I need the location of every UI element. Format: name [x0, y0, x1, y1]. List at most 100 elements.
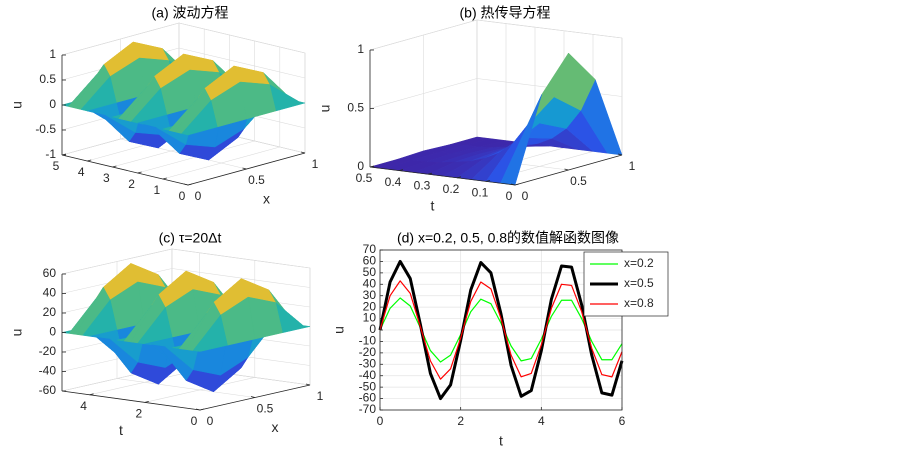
z-tick-label: -20: [39, 344, 57, 358]
z-axis-label: u: [9, 101, 25, 109]
y-tick-label: 0.2: [443, 182, 460, 196]
surface-patch: [192, 314, 228, 352]
y-tick-label: 20: [363, 299, 377, 313]
axis-line: [61, 390, 201, 411]
z-tick-label: 20: [43, 305, 57, 319]
y-tick-label: 4: [78, 165, 85, 179]
tick-mark: [398, 169, 404, 171]
x-tick-label: 0: [377, 414, 384, 428]
grid-line: [171, 268, 311, 288]
x-tick-label: 0.5: [248, 173, 265, 187]
tick-mark: [300, 151, 306, 154]
y-tick-label: 0.5: [356, 171, 373, 185]
z-tick-label: -0.5: [35, 122, 56, 136]
tick-mark: [456, 176, 462, 179]
grid-line: [144, 377, 255, 403]
x-tick-label: 0: [207, 414, 214, 428]
x-tick-label: 0.5: [257, 402, 274, 416]
tick-mark: [61, 153, 67, 156]
x-tick-label: 0.5: [570, 174, 587, 188]
tick-mark: [162, 177, 167, 180]
y-tick-label: 1: [153, 183, 160, 197]
y-tick-label: -30: [359, 356, 377, 370]
tick-mark: [485, 180, 491, 182]
x-tick-label: 6: [619, 414, 626, 428]
z-tick-label: 0: [49, 325, 56, 339]
y-tick-label: 2: [135, 407, 142, 421]
tick-mark: [112, 165, 117, 168]
y-tick-label: 0.3: [414, 178, 431, 192]
y-tick-label: 40: [363, 276, 377, 290]
tick-mark: [617, 153, 623, 156]
z-tick-label: 60: [43, 266, 57, 280]
y-axis-label: u: [331, 326, 347, 334]
z-tick-label: 0.5: [39, 72, 56, 86]
series-line: [378, 259, 624, 401]
z-tick-label: -40: [39, 364, 57, 378]
y-tick-label: 0.1: [472, 186, 489, 200]
axis-line: [61, 154, 189, 186]
grid-line: [178, 22, 306, 54]
x-tick-label: 1: [629, 159, 636, 173]
tick-mark: [305, 383, 311, 386]
x-tick-label: 1: [317, 389, 324, 403]
y-tick-label: 0: [506, 189, 513, 203]
z-tick-label: 0: [357, 159, 364, 173]
tick-mark: [89, 393, 94, 396]
z-tick-label: 0.5: [347, 101, 364, 115]
tick-mark: [137, 171, 142, 174]
tick-mark: [195, 408, 201, 411]
x-tick-label: 1: [312, 157, 319, 171]
grid-line: [178, 47, 306, 79]
grid-line: [171, 248, 311, 269]
z-axis-label: u: [9, 329, 25, 337]
tick-mark: [199, 408, 205, 411]
z-tick-label: 0: [49, 97, 56, 111]
x-tick-label: 2: [457, 414, 464, 428]
tick-mark: [564, 168, 569, 171]
x-axis-label: t: [499, 433, 503, 449]
grid-line: [369, 19, 478, 51]
y-tick-label: 2: [128, 177, 135, 191]
tick-mark: [183, 183, 189, 186]
legend-label: x=0.2: [624, 256, 654, 270]
z-tick-label: -60: [39, 383, 57, 397]
y-tick-label: -40: [359, 368, 377, 382]
tick-mark: [510, 183, 516, 186]
chart-title: (c) τ=20Δt: [159, 230, 222, 246]
grid-line: [61, 248, 173, 275]
z-tick-label: 1: [49, 47, 56, 61]
x-tick-label: 4: [538, 414, 545, 428]
y-tick-label: -70: [359, 402, 377, 416]
y-tick-label: -60: [359, 391, 377, 405]
y-tick-label: 0: [369, 322, 376, 336]
axis-line: [369, 166, 516, 186]
y-tick-label: 3: [103, 171, 110, 185]
y-tick-label: 0.4: [385, 175, 402, 189]
y-tick-label: 70: [363, 242, 377, 256]
y-tick-label: 10: [363, 311, 377, 325]
chart-title: (d) x=0.2, 0.5, 0.8的数值解函数图像: [397, 230, 619, 246]
y-tick-label: 0: [191, 414, 198, 428]
grid-line: [116, 378, 256, 398]
tick-mark: [187, 183, 193, 186]
grid-line: [476, 19, 623, 39]
chart-title: (a) 波动方程: [152, 5, 229, 21]
tick-mark: [514, 183, 520, 186]
y-tick-label: 50: [363, 265, 377, 279]
y-tick-label: -10: [359, 334, 377, 348]
grid-line: [162, 146, 280, 180]
y-tick-label: 0: [179, 189, 186, 203]
surface-patch: [181, 99, 218, 136]
tick-mark: [250, 396, 256, 398]
y-axis-label: t: [119, 422, 123, 438]
z-axis-label: u: [317, 105, 333, 113]
y-tick-label: 4: [80, 399, 87, 413]
z-tick-label: 40: [43, 286, 57, 300]
y-tick-label: 5: [53, 159, 60, 173]
axes-frame: [379, 249, 623, 411]
y-axis-label: t: [431, 198, 435, 214]
tick-mark: [427, 172, 433, 175]
y-tick-label: -50: [359, 379, 377, 393]
